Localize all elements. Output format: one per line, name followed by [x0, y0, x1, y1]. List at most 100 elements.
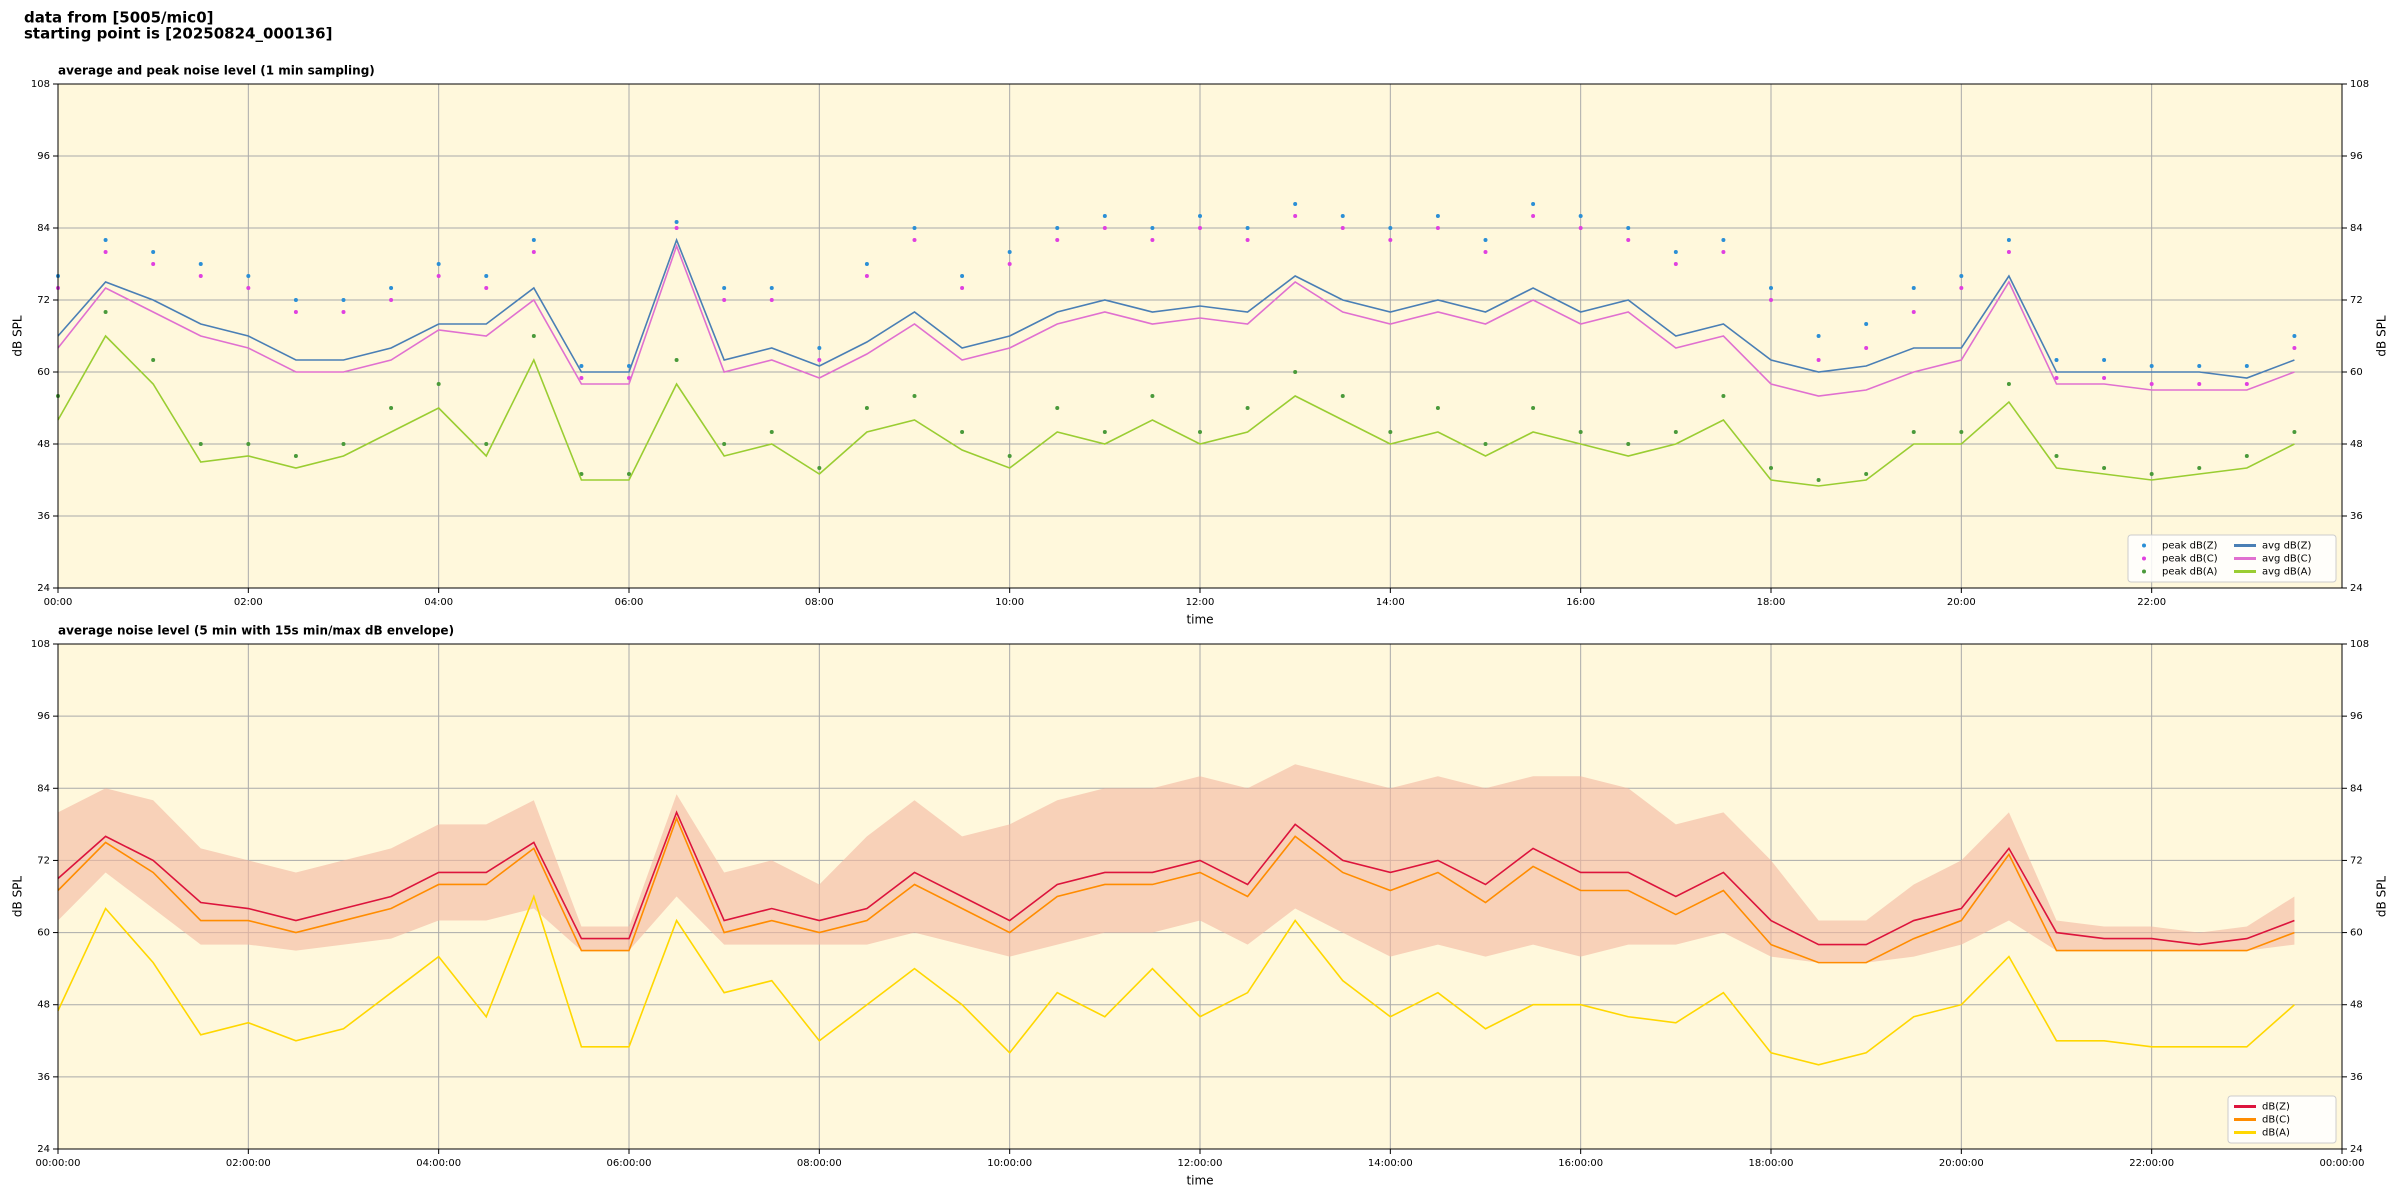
x-tick-label: 18:00 — [1757, 597, 1786, 608]
peak-dot — [960, 274, 965, 278]
peak-dot — [1959, 430, 1964, 434]
peak-dot — [1816, 478, 1821, 482]
x-tick-label: 00:00 — [44, 597, 73, 608]
series-line — [57, 894, 2295, 1066]
peak-dot — [2149, 382, 2154, 386]
peak-dot — [1721, 250, 1726, 254]
peak-dot — [198, 442, 203, 446]
peak-dot — [1959, 286, 1964, 290]
peak-dot — [198, 262, 203, 266]
peak-dot — [484, 274, 489, 278]
peak-dot — [960, 430, 965, 434]
peak-dot — [1055, 238, 1060, 242]
y2-tick-label: 84 — [2350, 223, 2363, 234]
peak-dot — [436, 382, 441, 386]
peak-dot — [817, 346, 822, 350]
peak-dot — [2054, 454, 2059, 458]
y2-tick-label: 84 — [2350, 783, 2363, 794]
peak-dot — [1531, 202, 1536, 206]
y-tick-label: 108 — [31, 639, 50, 650]
peak-dot — [2102, 466, 2107, 470]
y2-tick-label: 48 — [2350, 439, 2363, 450]
peak-dot — [1626, 442, 1631, 446]
series-line — [57, 243, 2295, 397]
peak-dot — [912, 238, 917, 242]
peak-dot — [1531, 406, 1536, 410]
peak-dot — [531, 334, 536, 338]
y-axis-label: dB SPL — [11, 315, 25, 357]
peak-dot — [2292, 346, 2297, 350]
y2-tick-label: 36 — [2350, 1072, 2363, 1083]
peak-dot — [2197, 466, 2202, 470]
peak-dot — [293, 298, 298, 302]
series-line — [57, 237, 2295, 379]
x-tick-label: 18:00:00 — [1749, 1158, 1794, 1169]
peak-dot — [341, 310, 346, 314]
peak-dot — [864, 262, 869, 266]
peak-dot — [1864, 346, 1869, 350]
y-tick-label: 96 — [37, 711, 50, 722]
peak-dot — [1007, 250, 1012, 254]
y2-tick-label: 72 — [2350, 855, 2363, 866]
peak-dot — [103, 310, 108, 314]
y2-tick-label: 48 — [2350, 1000, 2363, 1011]
peak-dot — [769, 430, 774, 434]
peak-dot — [1578, 430, 1583, 434]
chart-title: average and peak noise level (1 min samp… — [58, 64, 375, 78]
y2-tick-label: 60 — [2350, 367, 2363, 378]
peak-dot — [1626, 226, 1631, 230]
peak-dot — [1293, 370, 1298, 374]
peak-dot — [341, 442, 346, 446]
peak-dot — [293, 454, 298, 458]
peak-dot — [1435, 226, 1440, 230]
x-tick-label: 06:00 — [615, 597, 644, 608]
legend-label: avg dB(C) — [2262, 554, 2312, 565]
peak-dot — [2292, 430, 2297, 434]
peak-dot — [151, 358, 156, 362]
peak-dot — [2102, 358, 2107, 362]
peak-dot — [1483, 238, 1488, 242]
legend-label: peak dB(A) — [2162, 567, 2218, 578]
peak-dot — [1150, 226, 1155, 230]
y-tick-label: 36 — [37, 1072, 50, 1083]
peak-dot — [1245, 238, 1250, 242]
peak-dot — [1911, 310, 1916, 314]
x-tick-label: 06:00:00 — [607, 1158, 652, 1169]
legend-box — [2127, 534, 2337, 583]
peak-dot — [1150, 238, 1155, 242]
peak-dot — [1673, 430, 1678, 434]
peak-dot — [2006, 250, 2011, 254]
y2-tick-label: 108 — [2350, 79, 2369, 90]
peak-dot — [1198, 226, 1202, 230]
x-tick-label: 14:00 — [1376, 597, 1405, 608]
peak-dot — [151, 250, 156, 254]
y-tick-label: 96 — [37, 151, 50, 162]
x-tick-label: 16:00:00 — [1558, 1158, 1603, 1169]
peak-dot — [1483, 250, 1488, 254]
peak-dot — [1911, 286, 1916, 290]
x-tick-label: 10:00 — [995, 597, 1024, 608]
series-line — [57, 816, 2295, 964]
peak-dot — [389, 406, 394, 410]
x-tick-label: 14:00:00 — [1368, 1158, 1413, 1169]
peak-dot — [1626, 238, 1631, 242]
legend-label: dB(A) — [2262, 1128, 2290, 1139]
peak-dot — [674, 358, 679, 362]
x-tick-label: 08:00:00 — [797, 1158, 842, 1169]
y2-axis-label: dB SPL — [2375, 315, 2389, 357]
peak-dot — [151, 262, 156, 266]
x-axis-label: time — [1186, 613, 1213, 627]
peak-dot — [769, 286, 774, 290]
y2-tick-label: 36 — [2350, 511, 2363, 522]
peak-dot — [579, 376, 584, 380]
peak-dot — [579, 472, 584, 476]
y-tick-label: 48 — [37, 439, 50, 450]
y-tick-label: 84 — [37, 223, 50, 234]
peak-dot — [1007, 454, 1012, 458]
y-tick-label: 60 — [37, 928, 50, 939]
legend-label: avg dB(Z) — [2262, 541, 2312, 552]
peak-dot — [2292, 334, 2297, 338]
peak-dot — [1245, 406, 1250, 410]
legend-label: dB(Z) — [2262, 1102, 2290, 1113]
